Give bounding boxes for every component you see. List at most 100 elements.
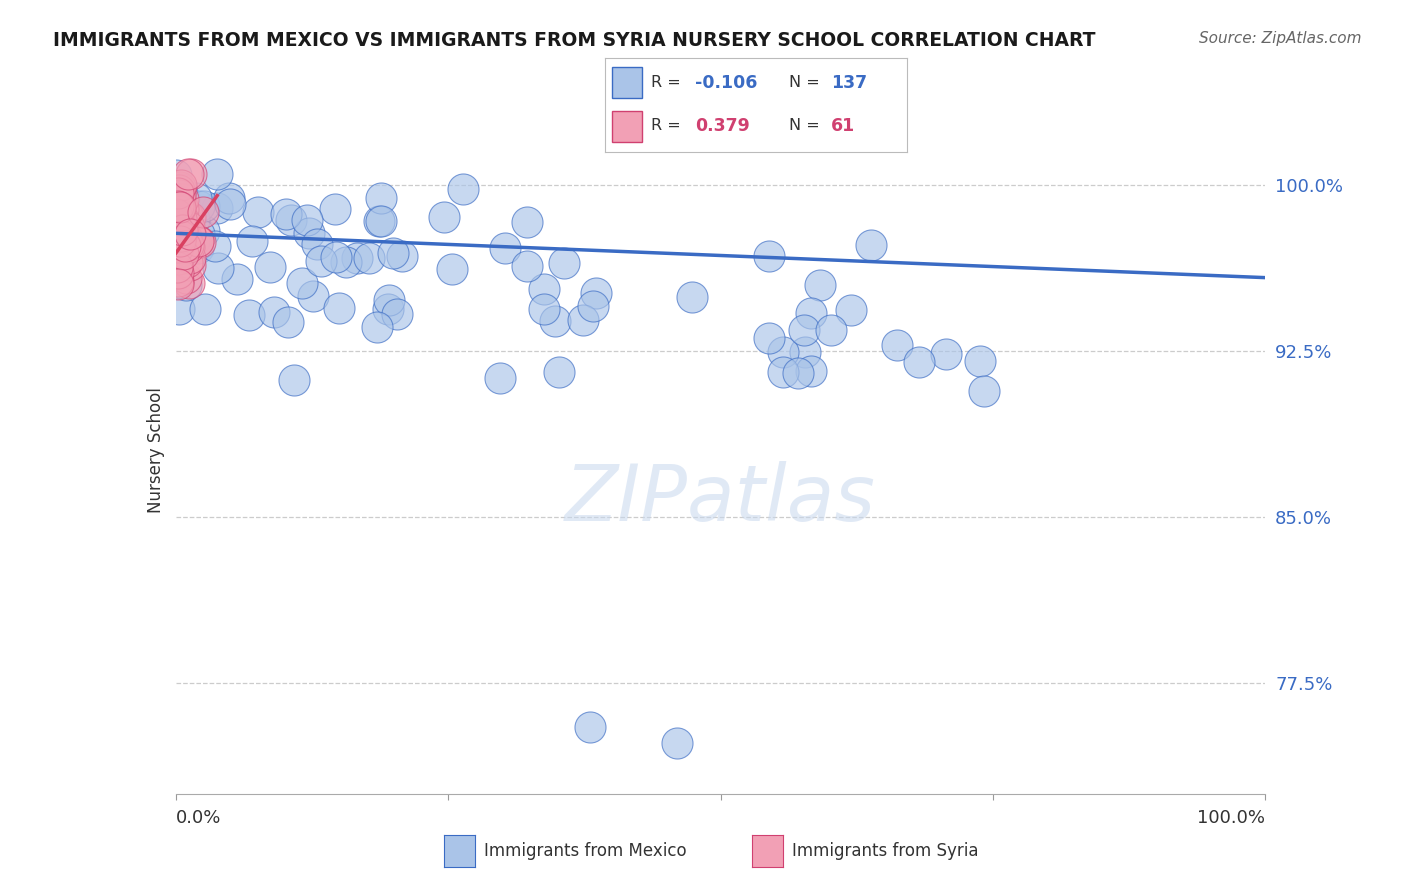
Point — [186, 191, 208, 205]
Point — [238, 308, 260, 322]
Point — [165, 256, 187, 270]
Point — [305, 236, 328, 251]
Point — [165, 221, 187, 235]
Point — [165, 200, 187, 214]
Point — [169, 243, 191, 257]
Point — [367, 213, 389, 227]
Point — [385, 308, 408, 322]
Point — [378, 293, 401, 307]
Point — [183, 234, 205, 248]
Point — [188, 235, 211, 249]
Point — [794, 344, 817, 359]
Point — [172, 215, 194, 229]
Y-axis label: Nursery School: Nursery School — [146, 387, 165, 514]
Point — [548, 366, 571, 380]
Point — [174, 271, 197, 285]
Point — [205, 201, 228, 215]
Text: 0.379: 0.379 — [696, 117, 749, 135]
Point — [391, 249, 413, 263]
Point — [174, 277, 197, 292]
Point — [494, 241, 516, 255]
Point — [170, 197, 193, 211]
Point — [277, 315, 299, 329]
Point — [165, 209, 187, 223]
Point — [167, 252, 190, 266]
Point — [173, 233, 195, 247]
Point — [165, 268, 187, 282]
Point — [582, 299, 605, 313]
Point — [165, 193, 187, 207]
Point — [553, 256, 575, 270]
Point — [172, 223, 194, 237]
Point — [441, 261, 464, 276]
Point — [167, 228, 190, 243]
Point — [176, 167, 198, 181]
Point — [328, 301, 350, 315]
Point — [174, 239, 197, 253]
Point — [172, 201, 194, 215]
Point — [886, 337, 908, 351]
Text: -0.106: -0.106 — [696, 74, 758, 92]
Text: Immigrants from Mexico: Immigrants from Mexico — [484, 842, 686, 860]
Point — [280, 212, 302, 227]
Point — [357, 251, 380, 265]
Point — [169, 210, 191, 224]
Point — [172, 193, 194, 207]
Point — [488, 371, 510, 385]
Point — [177, 220, 200, 235]
Point — [167, 277, 190, 291]
Point — [382, 245, 405, 260]
Point — [170, 236, 193, 251]
Point — [225, 271, 247, 285]
Point — [169, 234, 191, 248]
Point — [176, 255, 198, 269]
Point — [174, 229, 197, 244]
Point — [193, 199, 215, 213]
Point — [298, 227, 321, 241]
Point — [572, 313, 595, 327]
Point — [166, 207, 188, 221]
Text: 61: 61 — [831, 117, 855, 135]
Point — [166, 260, 188, 274]
Point — [167, 223, 190, 237]
Point — [323, 202, 346, 216]
Point — [169, 179, 191, 194]
Point — [167, 212, 190, 227]
Point — [453, 182, 475, 196]
Point — [165, 244, 187, 259]
Text: ZIPatlas: ZIPatlas — [565, 460, 876, 537]
Point — [179, 211, 201, 225]
Point — [173, 191, 195, 205]
Text: Immigrants from Syria: Immigrants from Syria — [792, 842, 979, 860]
Text: 100.0%: 100.0% — [1198, 809, 1265, 828]
Point — [174, 215, 197, 229]
Point — [176, 237, 198, 252]
Point — [377, 302, 399, 317]
Point — [166, 266, 188, 280]
Point — [172, 223, 194, 237]
Point — [166, 234, 188, 248]
Point — [187, 241, 209, 255]
Point — [800, 364, 823, 378]
Bar — [612, 112, 643, 142]
Point — [165, 224, 187, 238]
Point — [859, 238, 882, 252]
Point — [820, 323, 842, 337]
Point — [167, 240, 190, 254]
Point — [166, 228, 188, 243]
Point — [579, 720, 602, 734]
Point — [191, 205, 214, 219]
Point — [172, 221, 194, 235]
Point — [167, 244, 190, 258]
Point — [302, 289, 325, 303]
Point — [167, 211, 190, 225]
Point — [165, 222, 187, 236]
Point — [516, 260, 538, 274]
Point — [839, 303, 862, 318]
Point — [166, 208, 188, 222]
Point — [786, 367, 808, 381]
Point — [165, 233, 187, 247]
Point — [772, 345, 794, 359]
Text: N =: N = — [789, 119, 825, 134]
Point — [167, 208, 190, 222]
